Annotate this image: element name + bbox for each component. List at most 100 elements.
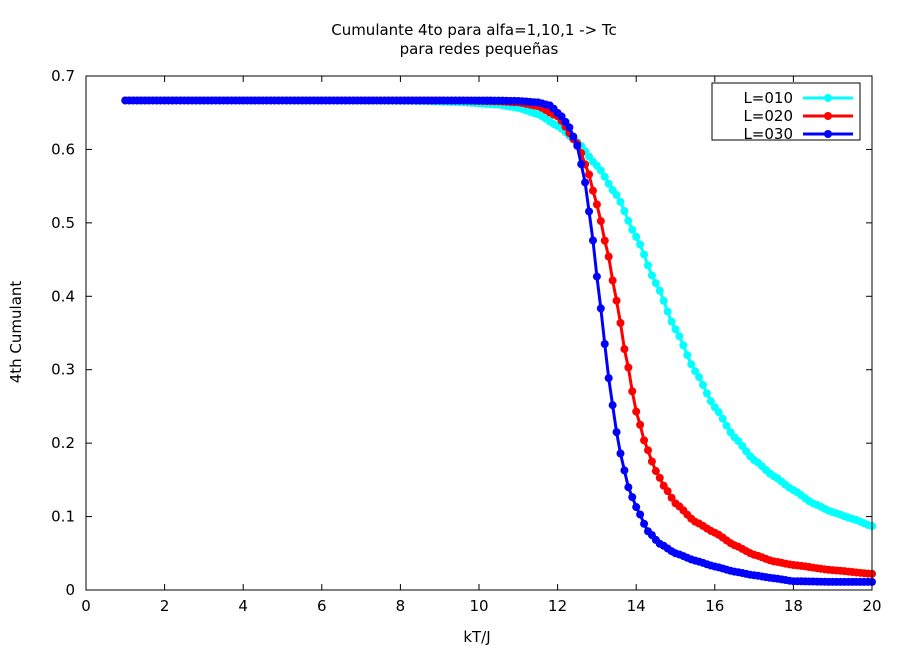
data-point xyxy=(577,160,586,169)
legend-box xyxy=(711,82,861,141)
data-point xyxy=(592,272,601,281)
data-point xyxy=(695,373,704,382)
tick-labels-group: 0 2 4 6 8 10 12 14 16 18 20 0 0.1 0.2 0.3 0.4 0.5 0.6 0.7 xyxy=(51,67,881,615)
x-axis-label: kT/J xyxy=(463,628,490,646)
chart-title: Cumulante 4to para alfa=1,10,1 -> Tc xyxy=(331,21,617,39)
legend-label: L=030 xyxy=(743,125,793,143)
data-point xyxy=(600,172,609,181)
data-point xyxy=(699,380,708,389)
data-point xyxy=(628,493,637,502)
data-point xyxy=(600,236,609,245)
y-axis-label: 4th Cumulant xyxy=(7,281,25,384)
data-point xyxy=(706,397,715,406)
data-point xyxy=(640,436,649,445)
data-point xyxy=(636,240,645,249)
y-tick-label: 0.4 xyxy=(51,287,75,305)
legend-swatch-marker xyxy=(824,112,832,120)
data-point xyxy=(640,250,649,259)
x-tick-label: 0 xyxy=(81,597,91,615)
data-point xyxy=(616,318,625,327)
x-tick-label: 4 xyxy=(238,597,248,615)
data-point xyxy=(581,178,590,187)
data-point xyxy=(722,421,731,430)
data-point xyxy=(691,367,700,376)
x-tick-label: 2 xyxy=(160,597,170,615)
data-point xyxy=(624,216,633,225)
data-point xyxy=(585,207,594,216)
data-point xyxy=(596,304,605,313)
data-point xyxy=(628,387,637,396)
data-point xyxy=(588,186,597,195)
data-point xyxy=(608,401,617,410)
data-point xyxy=(702,389,711,398)
x-tick-label: 14 xyxy=(627,597,646,615)
x-tick-label: 6 xyxy=(317,597,327,615)
data-point xyxy=(667,317,676,326)
data-point xyxy=(604,374,613,383)
data-point xyxy=(667,493,676,502)
data-point xyxy=(573,141,582,150)
data-point xyxy=(647,457,656,466)
data-point xyxy=(640,519,649,528)
data-point xyxy=(679,341,688,350)
data-point xyxy=(624,483,633,492)
data-point xyxy=(628,225,637,234)
data-point xyxy=(612,428,621,437)
y-tick-label: 0.2 xyxy=(51,434,75,452)
data-point xyxy=(624,363,633,372)
legend-label: L=020 xyxy=(743,107,793,125)
data-point xyxy=(663,307,672,316)
data-point xyxy=(565,123,574,132)
data-point xyxy=(655,473,664,482)
data-point xyxy=(596,166,605,175)
data-point xyxy=(592,200,601,209)
data-point xyxy=(561,117,570,126)
legend-swatch-marker xyxy=(824,94,832,102)
data-point xyxy=(687,360,696,369)
data-point xyxy=(585,170,594,179)
legend-swatch-marker xyxy=(824,130,832,138)
axis-ticks-group xyxy=(85,75,873,591)
data-point xyxy=(620,345,629,354)
data-point xyxy=(651,467,660,476)
data-point xyxy=(651,279,660,288)
data-point xyxy=(655,286,664,295)
data-point xyxy=(632,407,641,416)
y-tick-label: 0.1 xyxy=(51,508,75,526)
data-point xyxy=(604,179,613,188)
data-point xyxy=(632,503,641,512)
data-point xyxy=(636,420,645,429)
data-point xyxy=(643,446,652,455)
data-point xyxy=(600,340,609,349)
data-point xyxy=(608,276,617,285)
data-point xyxy=(671,325,680,334)
data-point xyxy=(588,236,597,245)
y-tick-label: 0.6 xyxy=(51,140,75,158)
data-point xyxy=(620,206,629,215)
data-point xyxy=(569,132,578,141)
series-l-030 xyxy=(121,96,876,586)
x-tick-label: 20 xyxy=(862,597,881,615)
x-tick-label: 10 xyxy=(469,597,488,615)
y-tick-label: 0.5 xyxy=(51,214,75,232)
data-point xyxy=(643,261,652,270)
x-tick-label: 8 xyxy=(396,597,406,615)
data-point xyxy=(718,414,727,423)
x-tick-label: 18 xyxy=(784,597,803,615)
data-point xyxy=(659,296,668,305)
data-point xyxy=(632,232,641,241)
data-point xyxy=(604,252,613,261)
y-tick-label: 0.7 xyxy=(51,67,75,85)
data-point xyxy=(714,408,723,417)
chart-subtitle: para redes pequeñas xyxy=(400,40,559,58)
y-tick-label: 0.3 xyxy=(51,361,75,379)
data-point xyxy=(683,351,692,360)
data-point xyxy=(616,197,625,206)
data-point xyxy=(663,487,672,496)
x-tick-label: 16 xyxy=(705,597,724,615)
data-point xyxy=(596,217,605,226)
legend-label: L=010 xyxy=(743,89,793,107)
data-point xyxy=(612,190,621,199)
